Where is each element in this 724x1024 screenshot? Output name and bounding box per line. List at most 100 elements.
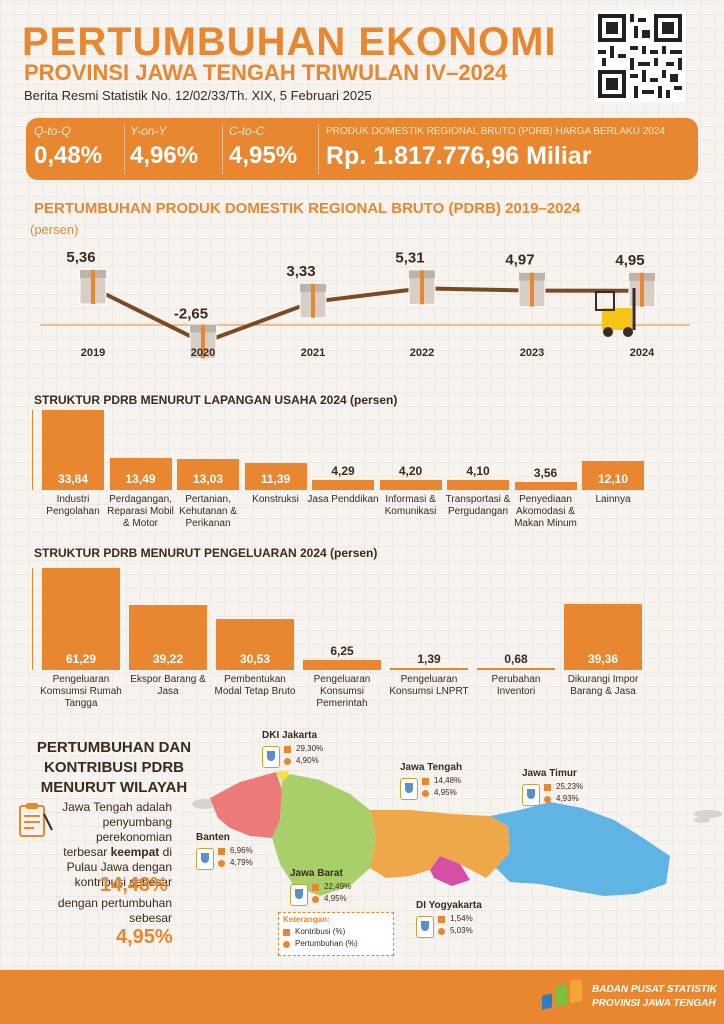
bar-category-label: Jasa Penddikan <box>307 494 379 505</box>
footer-org1: BADAN PUSAT STATISTIK <box>592 984 717 995</box>
pdrb-label: PRODUK DOMESTIK REGIONAL BRUTO (PDRB) HA… <box>326 126 665 137</box>
release-info: Berita Resmi Statistik No. 12/02/33/Th. … <box>24 88 372 103</box>
region-description: Jawa Tengah adalah penyumbang perekonomi… <box>56 800 172 890</box>
province-label-3: Banten 6,96% 4,79% <box>196 832 286 878</box>
province-emblem-icon <box>196 848 214 870</box>
bar <box>216 619 294 670</box>
bar <box>109 458 172 490</box>
bar-axis-line <box>32 410 33 490</box>
bar-value-label: 33,84 <box>57 472 89 486</box>
kontribusi-square-icon <box>422 778 429 785</box>
bar <box>129 604 207 670</box>
footer-org2: PROVINSI JAWA TENGAH <box>592 998 716 1009</box>
footer: BADAN PUSAT STATISTIK PROVINSI JAWA TENG… <box>0 970 724 1024</box>
province-name: Jawa Tengah <box>400 762 463 773</box>
growth-value-label: 5,36 <box>66 249 95 266</box>
sector-chart-title: STRUKTUR PDRB MENURUT LAPANGAN USAHA 202… <box>34 393 398 407</box>
pertumbuhan-circle-icon <box>544 796 551 803</box>
growth-box-marker <box>189 323 217 359</box>
map-decor <box>192 799 722 823</box>
province-kontribusi: 25,23% <box>556 782 584 791</box>
province-pertumbuhan: 4,95% <box>324 894 347 903</box>
ctoc-label: C-to-C <box>229 124 265 138</box>
bar <box>582 461 644 490</box>
qtoq-label: Q-to-Q <box>34 124 71 138</box>
region-title: PERTUMBUHAN DAN KONTRIBUSI PDRB MENURUT … <box>36 739 192 796</box>
kontribusi-square-icon <box>544 784 551 791</box>
bar-value-label: 13,49 <box>125 472 156 486</box>
bar-value-label: 39,36 <box>587 652 619 666</box>
bar-value-label: 12,10 <box>597 472 629 486</box>
province-emblem-icon <box>290 884 308 906</box>
page-subtitle: PROVINSI JAWA TENGAH TRIWULAN IV–2024 <box>24 60 508 85</box>
bar-category-label: Konstruksi <box>252 494 299 505</box>
growth-series-line <box>92 286 643 345</box>
sector-bar-chart: 33,84 Industri Pengolahan 13,49 Perdagangan… <box>0 400 724 532</box>
province-kontribusi: 29,30% <box>296 744 324 753</box>
pertumbuhan-circle-icon <box>438 928 445 935</box>
pertumbuhan-circle-icon <box>218 860 225 867</box>
bps-logo-icon <box>542 980 582 1010</box>
province-name: Jawa Timur <box>522 768 577 779</box>
yony-value: 4,96% <box>130 142 199 169</box>
province-name: Banten <box>196 832 230 843</box>
map-jawa-barat[interactable] <box>272 774 376 896</box>
bar-category-label: Ekspor Barang & Jasa <box>130 674 206 697</box>
region-growth: 4,95% <box>116 926 173 948</box>
java-island-map <box>192 770 722 896</box>
province-kontribusi: 22,49% <box>324 882 352 891</box>
forklift-icon <box>595 288 636 337</box>
map-banten[interactable] <box>210 772 282 838</box>
province-label-4: Jawa Barat 22,49% 4,95% <box>290 868 380 914</box>
growth-box-marker <box>518 272 546 308</box>
legend-pertumbuhan: Pertumbuhan (%) <box>295 939 358 948</box>
province-kontribusi: 14,48% <box>434 776 462 785</box>
legend-kontribusi: Kontribusi (%) <box>295 927 346 936</box>
province-kontribusi: 1,54% <box>450 914 473 923</box>
bar <box>514 481 577 490</box>
bar-value-label: 61,29 <box>65 652 97 666</box>
bar-category-label: Perdagangan, Reparasi Mobil & Motor <box>107 494 174 529</box>
stats-divider <box>318 124 319 174</box>
growth-line-chart: 5,36 2019 -2,65 2020 3,33 2021 5,31 2022 4,97 202… <box>40 249 690 359</box>
province-label-0: DKI Jakarta 29,30% 4,90% <box>262 730 352 776</box>
expenditure-chart-title: STRUKTUR PDRB MENURUT PENGELUARAN 2024 (… <box>34 546 378 560</box>
stats-divider <box>222 124 223 174</box>
clipboard-icon <box>19 803 53 837</box>
growth-year-label: 2019 <box>81 347 105 359</box>
bar-value-label: 0,68 <box>504 652 528 666</box>
bar <box>244 463 307 490</box>
growth-value-label: 5,31 <box>395 249 424 266</box>
qr-code-icon[interactable] <box>594 10 686 102</box>
province-kontribusi: 6,96% <box>230 846 253 855</box>
kontribusi-square-icon <box>438 916 445 923</box>
growth-year-label: 2020 <box>191 347 215 359</box>
bar-category-label: Pengeluaran Konsumsi LNPRT <box>389 674 469 697</box>
map-di-yogyakarta[interactable] <box>430 856 470 886</box>
bar-value-label: 4,29 <box>331 463 355 478</box>
expenditure-bar-chart: 61,29 Pengeluaran Komsumsi Rumah Tangga 39… <box>0 560 724 710</box>
map-jawa-tengah[interactable] <box>370 810 510 878</box>
growth-box-marker <box>79 269 107 305</box>
growth-value-label: -2,65 <box>174 305 208 322</box>
province-pertumbuhan: 4,93% <box>556 794 579 803</box>
kontribusi-square-icon <box>284 746 291 753</box>
bar-value-label: 4,10 <box>466 464 490 479</box>
pertumbuhan-circle-icon <box>422 790 429 797</box>
bar-value-label: 30,53 <box>239 652 271 666</box>
bar-category-label: Pertanian, Kehutanan & Perikanan <box>179 494 237 529</box>
kontribusi-square-icon <box>218 848 225 855</box>
bar-value-label: 13,03 <box>192 472 224 486</box>
growth-year-label: 2024 <box>630 347 655 359</box>
province-pertumbuhan: 4,90% <box>296 756 319 765</box>
bar-value-label: 6,25 <box>330 643 354 658</box>
map-jawa-timur[interactable] <box>490 802 670 896</box>
bar <box>42 410 104 490</box>
bar-category-label: Pengeluaran Komsumsi Rumah Tangga <box>40 674 122 709</box>
bar <box>447 480 509 490</box>
province-pertumbuhan: 4,95% <box>434 788 457 797</box>
growth-value-label: 4,97 <box>505 252 534 269</box>
province-emblem-icon <box>416 916 434 938</box>
region-desc-2: di Pulau Jawa dengan kontribusi sebesar <box>66 845 172 889</box>
bar-category-label: Penyediaan Akomodasi & Makan Minum <box>514 494 577 529</box>
